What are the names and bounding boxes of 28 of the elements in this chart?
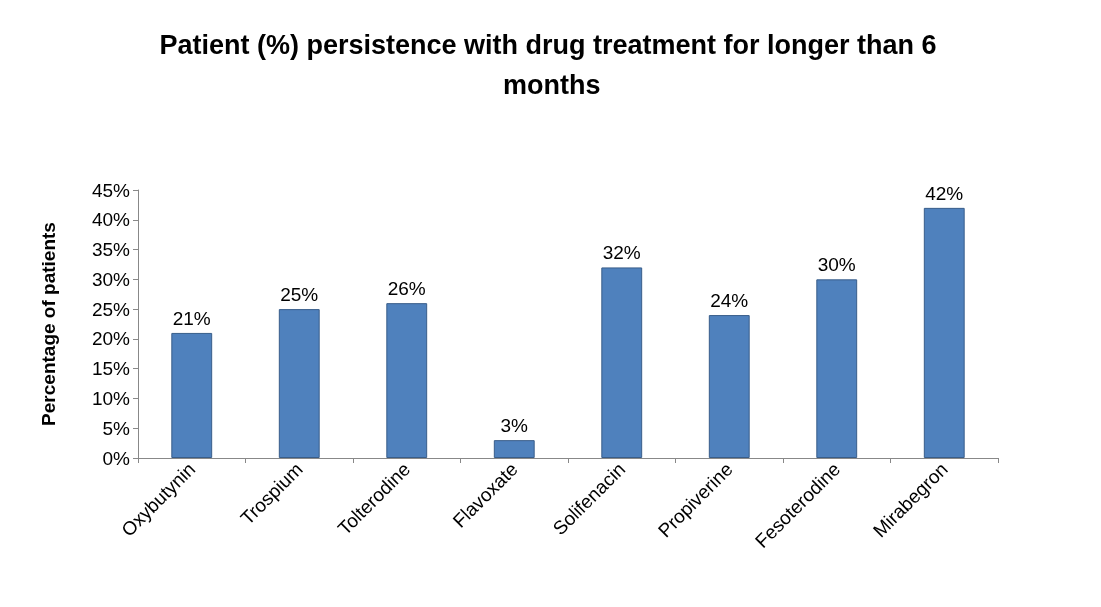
data-label: 32%	[602, 242, 641, 264]
y-tick-label: 45%	[91, 179, 131, 201]
data-label: 26%	[387, 278, 426, 300]
y-tick-label: 40%	[91, 209, 131, 231]
bar	[708, 315, 750, 458]
bar	[171, 332, 213, 458]
bar	[386, 303, 428, 458]
bar	[601, 267, 643, 458]
y-tick-label: 20%	[91, 328, 131, 350]
bar	[816, 279, 858, 458]
data-label: 30%	[817, 254, 856, 276]
data-label: 25%	[280, 284, 319, 306]
y-tick-label: 30%	[91, 268, 131, 290]
bar	[923, 207, 965, 458]
y-tick-label: 0%	[102, 447, 131, 469]
data-label: 21%	[172, 307, 211, 329]
data-label: 3%	[500, 415, 529, 437]
y-tick-label: 5%	[102, 417, 131, 439]
bar	[493, 440, 535, 458]
y-axis-title: Percentage of patients	[38, 222, 59, 426]
y-tick-label: 35%	[91, 239, 131, 261]
data-label: 42%	[925, 182, 964, 204]
bar	[278, 309, 320, 458]
y-tick-label: 15%	[91, 358, 131, 380]
y-tick-label: 25%	[91, 298, 131, 320]
y-tick-label: 10%	[91, 387, 131, 409]
data-label: 24%	[710, 290, 749, 312]
chart-title: Patient (%) persistence with drug treatment for longer than 6 months	[159, 30, 937, 100]
